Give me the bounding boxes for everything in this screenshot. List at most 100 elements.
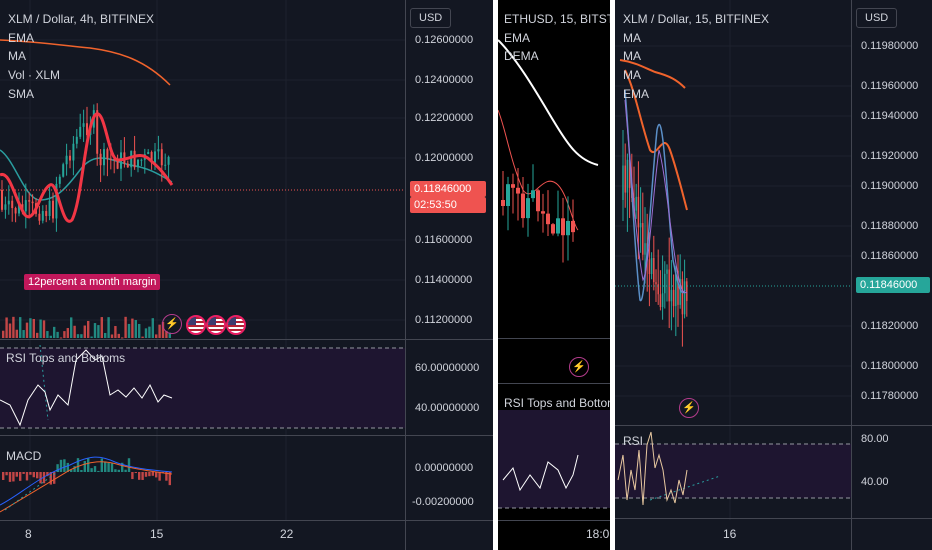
- histogram-bar: [138, 323, 141, 338]
- indicator-ma-label[interactable]: MA: [8, 49, 26, 63]
- currency-button[interactable]: USD: [410, 8, 452, 28]
- candle-body: [133, 150, 136, 168]
- histogram-bar: [25, 322, 29, 338]
- candle-body: [18, 204, 20, 214]
- rsi-line: [0, 349, 173, 427]
- histogram-bar: [144, 472, 148, 477]
- macd-signal-line: [0, 461, 173, 513]
- indicator-ema-label[interactable]: EMA: [623, 87, 650, 101]
- price-scale-label: 0.11960000: [861, 80, 919, 92]
- rsi-line: [617, 431, 688, 506]
- candle-body: [113, 159, 116, 161]
- histogram-bar: [32, 318, 35, 338]
- candle-body: [501, 200, 505, 206]
- candle-body: [62, 164, 65, 177]
- price-chart-canvas[interactable]: [615, 0, 932, 550]
- rsi-band: [498, 410, 610, 508]
- candle-body: [69, 155, 71, 161]
- histogram-bar: [97, 470, 100, 472]
- price-scale-label: 0.11800000: [861, 360, 919, 372]
- histogram-bar: [56, 464, 59, 472]
- histogram-bar: [141, 472, 144, 480]
- chart-annotation[interactable]: 12percent a month margin: [24, 274, 161, 290]
- candle-body: [648, 259, 651, 275]
- candle-body: [686, 281, 688, 302]
- indicator-ema-label[interactable]: EMA: [8, 31, 35, 45]
- ma-line-blue: [624, 89, 686, 302]
- price-chart-canvas[interactable]: [498, 0, 610, 550]
- histogram-bar: [29, 318, 32, 338]
- price-scale-label: 0.11820000: [861, 320, 919, 332]
- histogram-bar: [158, 472, 161, 481]
- histogram-bar: [5, 317, 8, 338]
- symbol-title[interactable]: XLM / Dollar, 15, BITFINEX: [623, 12, 770, 26]
- candle-body: [628, 159, 631, 188]
- candle-body: [116, 159, 119, 169]
- ma-line-orange-2: [624, 69, 688, 211]
- price-scale-label: 0.11920000: [861, 150, 919, 162]
- histogram-bar: [2, 472, 5, 480]
- indicator-ma-label[interactable]: MA: [623, 49, 641, 63]
- histogram-bar: [80, 334, 83, 338]
- histogram-bar: [83, 461, 86, 472]
- histogram-bar: [73, 325, 76, 338]
- indicator-ma-label[interactable]: MA: [623, 31, 641, 45]
- candle-body: [52, 200, 54, 219]
- currency-button[interactable]: USD: [856, 8, 898, 28]
- price-scale-label: 0.11780000: [861, 390, 919, 402]
- candle-body: [506, 184, 510, 206]
- candle-body: [106, 149, 109, 159]
- histogram-bar: [87, 320, 90, 338]
- histogram-bar: [165, 472, 168, 481]
- us-flag-icon[interactable]: [206, 315, 226, 335]
- price-scale-label: 0.11860000: [861, 250, 919, 262]
- candle-body: [653, 257, 655, 283]
- histogram-bar: [117, 469, 120, 472]
- histogram-bar: [121, 337, 124, 339]
- histogram-bar: [107, 317, 110, 338]
- histogram-bar: [155, 472, 158, 478]
- lightning-icon[interactable]: ⚡: [162, 314, 182, 334]
- ma-line-orange: [619, 59, 686, 89]
- rsi-indicator-label[interactable]: RSI Tops and Bottoms: [504, 396, 610, 410]
- candle-body: [677, 270, 679, 305]
- candle-body: [546, 213, 550, 225]
- indicator-ma-label[interactable]: MA: [623, 68, 641, 82]
- histogram-bar: [93, 323, 97, 338]
- chart-panel-ethusd-15[interactable]: ETHUSD, 15, BITSTA EMA DEMA ⚡ RSI Tops a…: [498, 0, 610, 550]
- rsi-indicator-label[interactable]: RSI: [623, 434, 644, 448]
- histogram-bar: [131, 472, 134, 480]
- histogram-bar: [168, 472, 171, 486]
- symbol-title[interactable]: XLM / Dollar, 4h, BITFINEX: [8, 12, 155, 26]
- histogram-bar: [151, 318, 154, 338]
- time-axis-label: 8: [25, 527, 32, 541]
- rsi-indicator-label[interactable]: RSI Tops and Bottoms: [6, 351, 126, 365]
- chart-panel-xlm-4h[interactable]: XLM / Dollar, 4h, BITFINEX EMA MA Vol · …: [0, 0, 493, 550]
- candle-body: [28, 200, 31, 202]
- us-flag-icon[interactable]: [186, 315, 206, 335]
- indicator-ema-label[interactable]: EMA: [504, 31, 531, 45]
- histogram-bar: [46, 331, 49, 338]
- lightning-icon[interactable]: ⚡: [569, 357, 589, 377]
- indicator-dema-label[interactable]: DEMA: [504, 49, 539, 63]
- candle-body: [31, 201, 34, 204]
- price-scale-label: 0.11600000: [415, 234, 473, 246]
- macd-indicator-label[interactable]: MACD: [6, 449, 42, 463]
- symbol-title[interactable]: ETHUSD, 15, BITSTA: [504, 12, 610, 26]
- candle-body: [99, 153, 102, 166]
- candle-body: [82, 123, 85, 127]
- candle-body: [65, 155, 68, 165]
- indicator-sma-label[interactable]: SMA: [8, 87, 35, 101]
- histogram-bar: [73, 466, 76, 472]
- candle-body: [164, 164, 167, 166]
- indicator-vol-label[interactable]: Vol · XLM: [8, 68, 61, 82]
- histogram-bar: [53, 472, 56, 484]
- lightning-icon[interactable]: ⚡: [679, 398, 699, 418]
- countdown-tag: 02:53:50: [410, 197, 486, 213]
- candle-body: [75, 136, 78, 144]
- us-flag-icon[interactable]: [226, 315, 246, 335]
- histogram-bar: [22, 472, 25, 474]
- candle-body: [561, 218, 565, 236]
- chart-panel-xlm-15[interactable]: XLM / Dollar, 15, BITFINEX MA MA MA EMA …: [615, 0, 932, 550]
- histogram-bar: [117, 333, 120, 338]
